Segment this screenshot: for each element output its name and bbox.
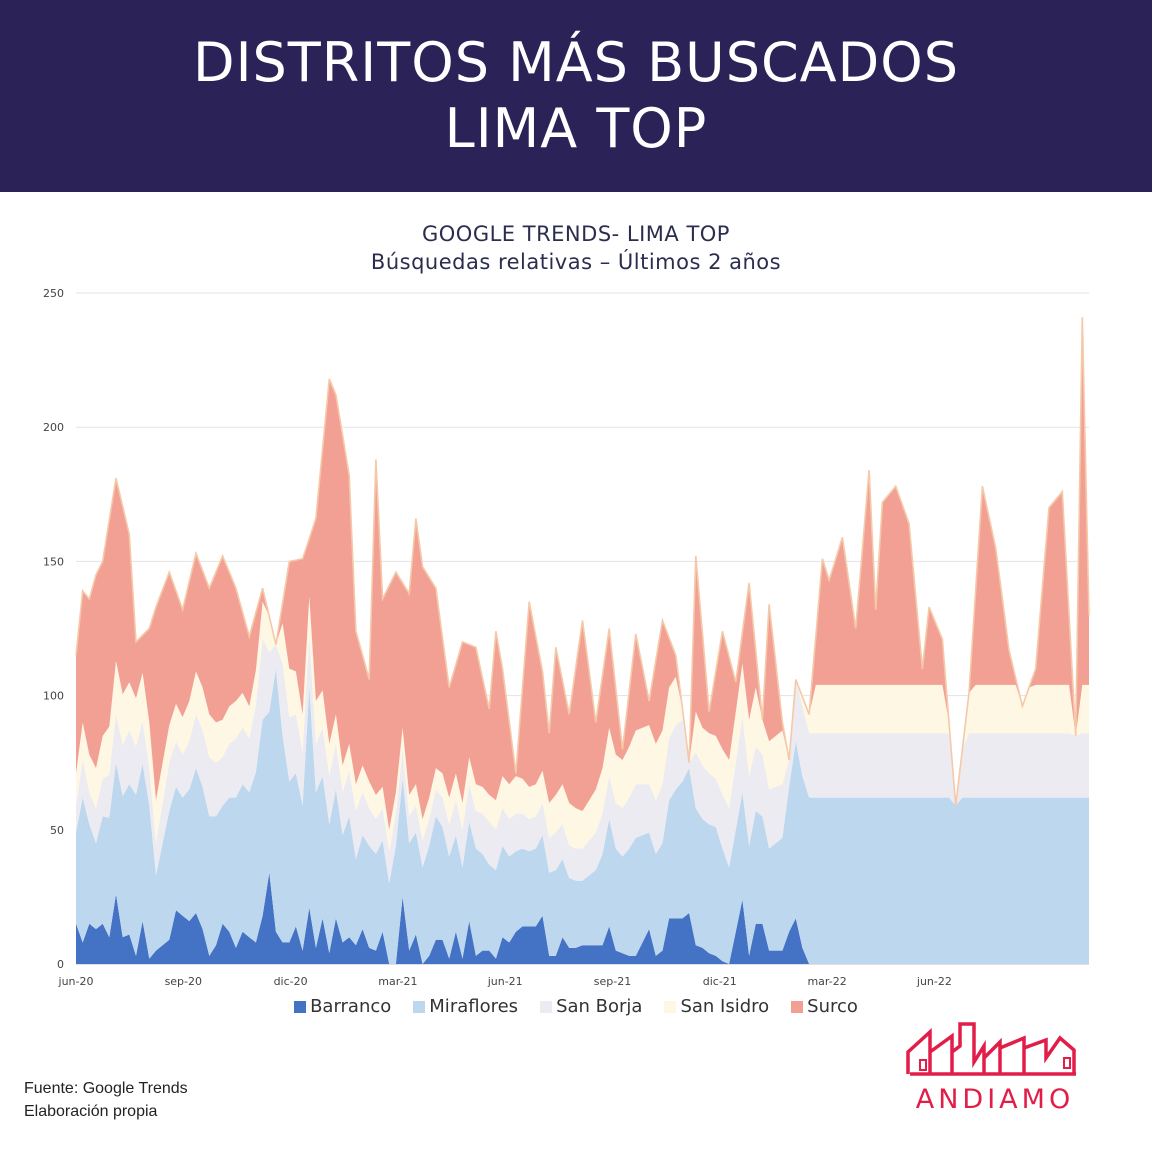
legend-swatch: [294, 1000, 307, 1013]
area-san-borja: [76, 636, 1089, 884]
legend-label: Miraflores: [429, 996, 519, 1017]
x-tick-label: dic-21: [703, 975, 737, 988]
legend-label: San Isidro: [680, 996, 770, 1017]
y-tick-label: 0: [57, 958, 64, 971]
banner-title-line-1: DISTRITOS MÁS BUSCADOS: [193, 31, 959, 94]
y-tick-label: 150: [43, 555, 64, 568]
credit-line: Elaboración propia: [24, 1103, 158, 1120]
x-tick-label: jun-20: [58, 975, 94, 988]
x-tick-label: jun-22: [916, 975, 952, 988]
legend-label: San Borja: [556, 996, 643, 1017]
legend-item-barranco: Barranco: [294, 996, 391, 1017]
chart-subtitle: Búsquedas relativas – Últimos 2 años: [370, 250, 782, 274]
legend-swatch: [413, 1000, 426, 1013]
y-tick-label: 200: [43, 421, 64, 434]
legend-swatch: [791, 1000, 804, 1013]
chart-legend: Barranco Miraflores San Borja San Isidro Sur…: [0, 996, 1152, 1017]
andiamo-logo-icon: [906, 1022, 1076, 1076]
x-tick-label: mar-21: [378, 975, 417, 988]
surco-outline: [75, 317, 1090, 806]
x-tick-label: dic-20: [274, 975, 308, 988]
area-miraflores: [76, 668, 1089, 964]
x-tick-label: sep-20: [165, 975, 202, 988]
chart-title: GOOGLE TRENDS- LIMA TOP: [422, 222, 730, 246]
legend-item-surco: Surco: [791, 996, 858, 1017]
title-banner: DISTRITOS MÁS BUSCADOS LIMA TOP: [0, 0, 1152, 192]
area-surco: [76, 317, 1089, 830]
area-san-isidro: [76, 596, 1089, 852]
source-note: Fuente: Google Trends Elaboración propia: [24, 1077, 188, 1123]
area-barranco: [76, 872, 1089, 964]
source-line: Fuente: Google Trends: [24, 1080, 188, 1097]
banner-title-line-2: LIMA TOP: [444, 97, 708, 160]
y-tick-label: 250: [43, 287, 64, 300]
y-tick-label: 100: [43, 690, 64, 703]
logo-text: ANDIAMO: [915, 1084, 1075, 1115]
stacked-area-chart: 0 50 100 150 200 250 jun-20 sep-20 dic-20 mar-21 j…: [43, 287, 1090, 988]
legend-item-san-borja: San Borja: [540, 996, 642, 1017]
legend-label: Surco: [807, 996, 858, 1017]
y-tick-label: 50: [50, 824, 64, 837]
legend-swatch: [540, 1000, 553, 1013]
legend-item-san-isidro: San Isidro: [664, 996, 769, 1017]
x-tick-label: jun-21: [487, 975, 523, 988]
legend-swatch: [664, 1000, 677, 1013]
chart-title-block: GOOGLE TRENDS- LIMA TOP Búsquedas relati…: [0, 220, 1152, 276]
legend-item-miraflores: Miraflores: [413, 996, 518, 1017]
legend-label: Barranco: [310, 996, 392, 1017]
x-tick-label: mar-22: [807, 975, 846, 988]
x-tick-label: sep-21: [594, 975, 631, 988]
